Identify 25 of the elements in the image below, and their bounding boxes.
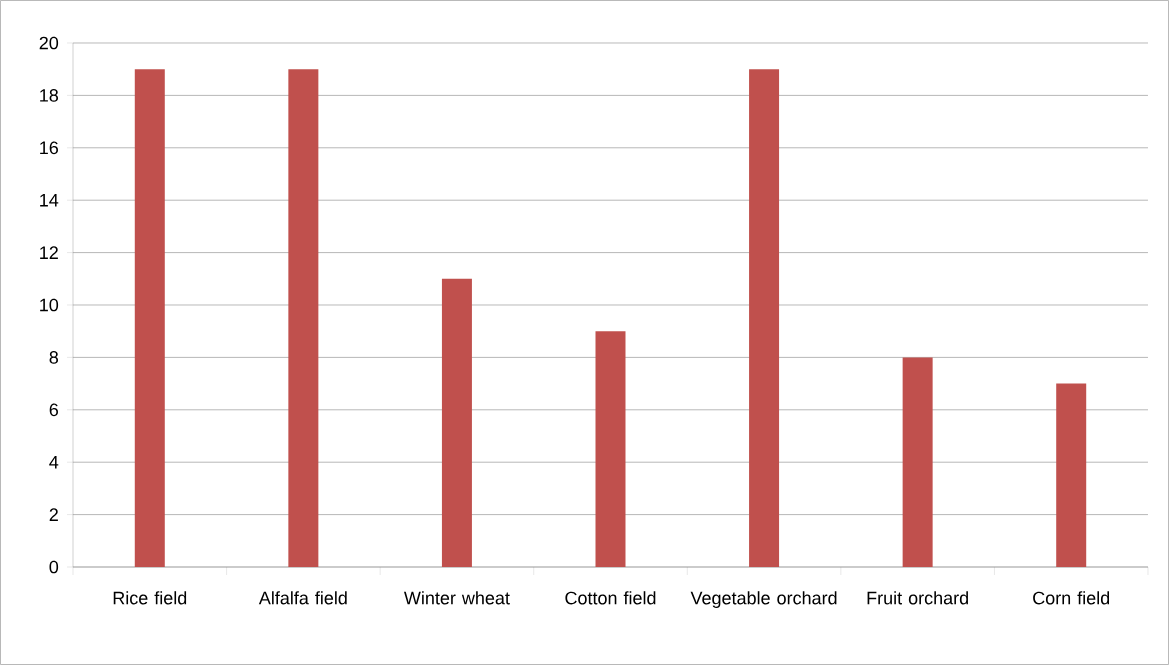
bar [1056, 383, 1087, 567]
y-tick-label: 6 [49, 403, 59, 417]
bar [441, 278, 472, 567]
y-tick-label: 4 [49, 456, 59, 469]
y-tick-label: 2 [49, 508, 58, 521]
y-tick-label: 0 [49, 560, 59, 574]
x-tick-label: Vegetable orchard [690, 591, 837, 608]
x-tick-label: Rice field [113, 591, 187, 605]
y-tick-label: 12 [40, 246, 58, 259]
x-tick-label: Cotton field [565, 591, 656, 605]
bar [134, 69, 165, 567]
bar [902, 357, 933, 567]
y-tick-label: 18 [40, 89, 59, 102]
y-tick-label: 8 [49, 351, 59, 364]
x-tick-label: Corn field [1033, 591, 1110, 605]
x-tick-label: Alfalfa field [258, 591, 347, 605]
y-tick-label: 16 [40, 141, 59, 155]
y-tick-label: 10 [40, 298, 59, 312]
bar [288, 69, 319, 567]
bar [595, 331, 626, 567]
y-tick-label: 14 [40, 194, 59, 207]
x-tick-label: Fruit orchard [867, 591, 968, 605]
x-tick-label: Winter wheat [403, 591, 510, 605]
bar [749, 69, 780, 567]
y-tick-label: 20 [39, 36, 59, 50]
